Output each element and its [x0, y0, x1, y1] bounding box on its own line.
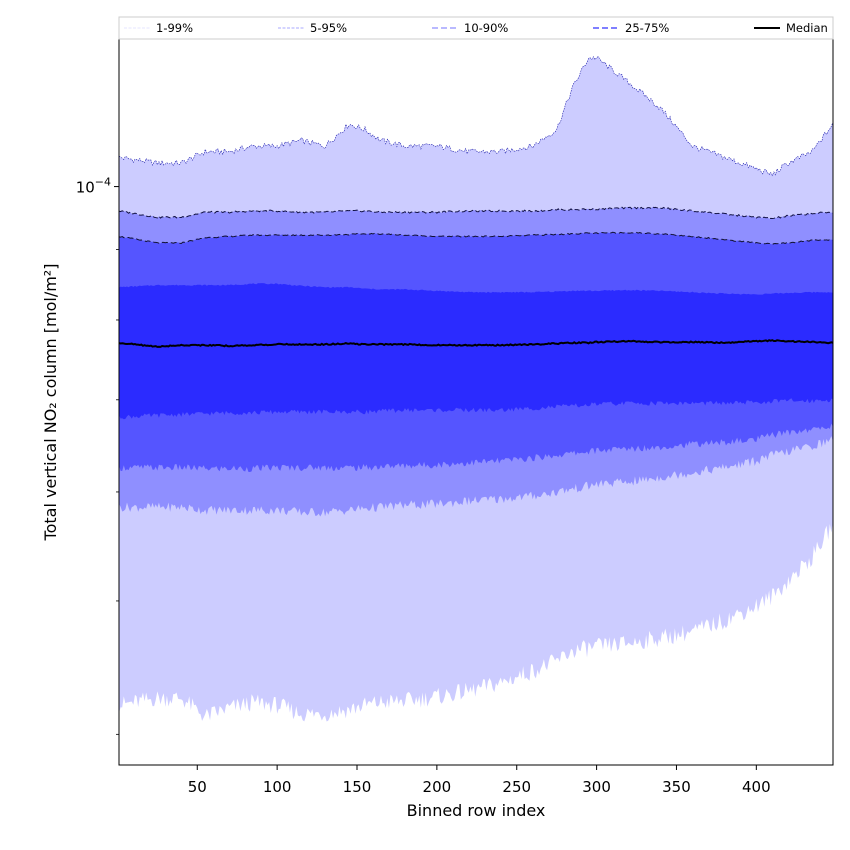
- x-tick-label-400: 400: [742, 778, 771, 796]
- legend-label-25-75%: 25-75%: [625, 21, 669, 35]
- legend-label-5-95%: 5-95%: [310, 21, 347, 35]
- x-tick-label-350: 350: [662, 778, 691, 796]
- x-tick-label-250: 250: [502, 778, 531, 796]
- x-tick-label-100: 100: [263, 778, 292, 796]
- x-tick-label-200: 200: [423, 778, 452, 796]
- x-tick-label-300: 300: [582, 778, 611, 796]
- x-axis-title: Binned row index: [407, 801, 546, 820]
- y-axis-title: Total vertical NO₂ column [mol/m²]: [41, 264, 60, 542]
- band-upper-edge-10-90%: [119, 231, 833, 246]
- legend-label-1-99%: 1-99%: [156, 21, 193, 35]
- x-tick-label-50: 50: [188, 778, 207, 796]
- y-tick-label: 10−4: [76, 176, 111, 197]
- x-axis: 50 100 150 200 250 300 350 400: [188, 765, 771, 796]
- band-25-75%: [119, 283, 833, 420]
- legend-box: [118, 16, 834, 40]
- legend: 1-99% 5-95% 10-90% 25-75% Median: [118, 16, 834, 40]
- x-tick-label-150: 150: [343, 778, 372, 796]
- median-line: [119, 339, 833, 348]
- y-axis: 10−4: [76, 176, 119, 735]
- band-edge-lines: [119, 56, 833, 348]
- legend-label-10-90%: 10-90%: [464, 21, 508, 35]
- band-upper-edge-1-99%: [119, 56, 833, 177]
- legend-label-Median: Median: [786, 21, 828, 35]
- band-upper-edge-5-95%: [119, 206, 833, 220]
- data-bands: [119, 56, 833, 722]
